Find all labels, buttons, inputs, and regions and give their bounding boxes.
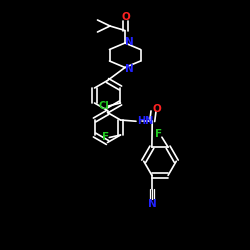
Text: N: N bbox=[125, 64, 134, 74]
Text: F: F bbox=[154, 129, 162, 139]
Text: N: N bbox=[148, 198, 157, 208]
Text: HN: HN bbox=[137, 116, 154, 126]
Text: N: N bbox=[125, 37, 134, 47]
Text: O: O bbox=[121, 12, 130, 22]
Text: F: F bbox=[102, 132, 109, 142]
Text: Cl: Cl bbox=[98, 101, 109, 111]
Text: O: O bbox=[152, 104, 161, 114]
